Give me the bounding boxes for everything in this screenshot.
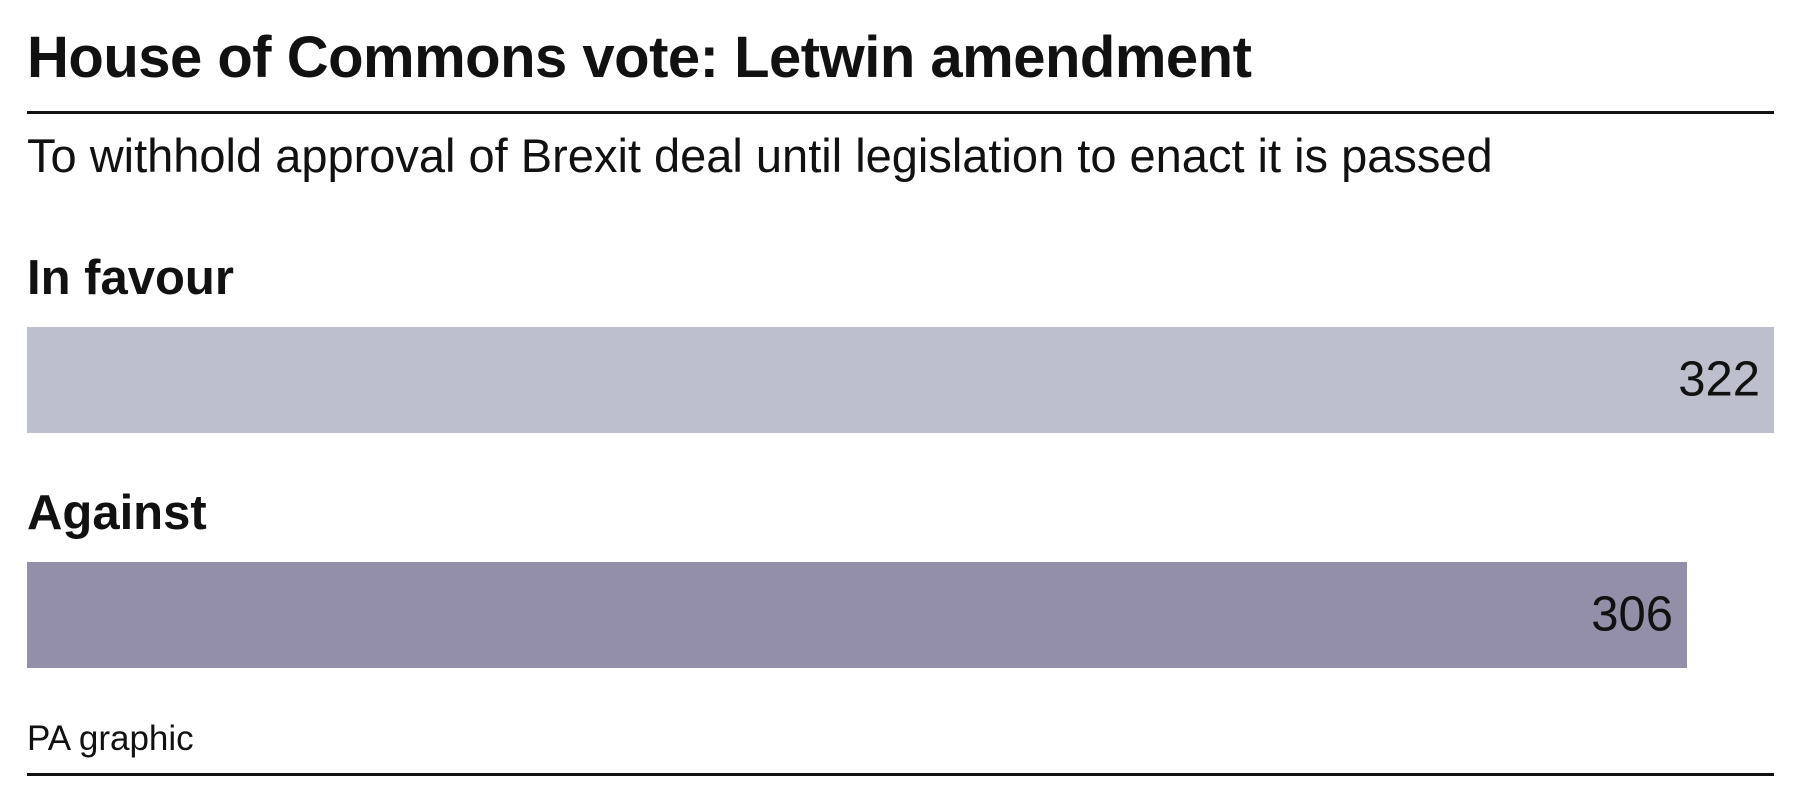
title-rule xyxy=(27,111,1774,114)
category-label-against: Against xyxy=(27,486,207,540)
chart-subtitle: To withhold approval of Brexit deal unti… xyxy=(27,129,1493,182)
footer-rule xyxy=(27,773,1774,776)
category-label-in-favour: In favour xyxy=(27,251,234,305)
bar-value-against: 306 xyxy=(1591,587,1673,642)
bar-against: 306 xyxy=(27,562,1687,668)
bar-value-in-favour: 322 xyxy=(1678,352,1760,407)
chart-title: House of Commons vote: Letwin amendment xyxy=(27,25,1252,90)
source-credit: PA graphic xyxy=(27,719,194,758)
bar-in-favour: 322 xyxy=(27,327,1774,433)
